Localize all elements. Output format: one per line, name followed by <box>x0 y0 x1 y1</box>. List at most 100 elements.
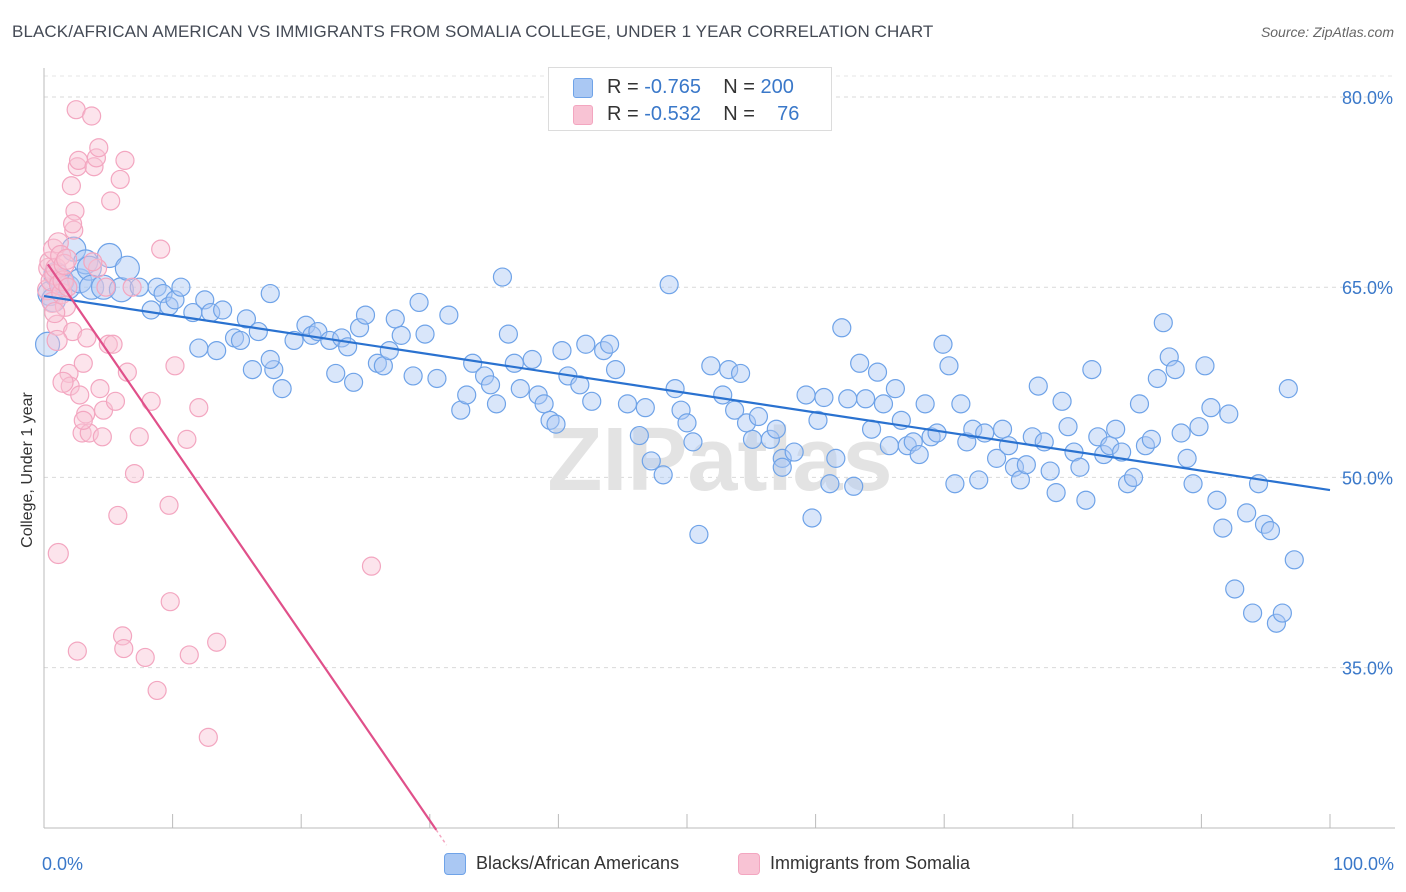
data-point <box>141 391 161 411</box>
data-point <box>1272 603 1292 623</box>
legend-n-value: 200 <box>760 76 794 98</box>
legend-swatch-blue <box>573 78 593 98</box>
data-point <box>1082 360 1102 380</box>
data-point <box>576 334 596 354</box>
data-point <box>504 353 524 373</box>
data-point <box>713 385 733 405</box>
data-point <box>463 353 483 373</box>
data-point <box>90 379 110 399</box>
data-point <box>951 394 971 414</box>
legend-r-value: -0.765 <box>644 76 701 98</box>
data-point <box>689 524 709 545</box>
data-point <box>546 414 566 434</box>
legend-r-label: R = <box>607 103 645 125</box>
data-point <box>1237 503 1257 523</box>
data-point <box>147 680 167 701</box>
data-point <box>58 277 78 297</box>
data-point <box>1183 474 1203 494</box>
legend-swatch-pink <box>573 105 593 125</box>
data-point <box>151 239 171 259</box>
data-point <box>77 328 97 348</box>
trend-line <box>43 294 1331 492</box>
data-point <box>510 379 530 399</box>
data-point <box>1278 379 1298 399</box>
data-point <box>677 413 697 433</box>
data-point <box>1207 490 1227 510</box>
data-point <box>52 371 74 393</box>
bottom-legend-label: Blacks/African Americans <box>476 853 680 873</box>
data-point <box>1284 550 1304 570</box>
data-point <box>62 321 83 342</box>
data-point <box>1046 483 1066 503</box>
correlation-legend: R = -0.765 N = 200 R = -0.532 N = 76 <box>548 67 832 131</box>
data-point <box>379 341 399 361</box>
data-point <box>457 385 477 405</box>
y-tick-label: 65.0% <box>1342 278 1393 298</box>
data-point <box>909 444 929 465</box>
data-point <box>629 425 649 446</box>
data-point <box>44 301 66 324</box>
data-point <box>814 387 834 408</box>
data-point <box>552 341 572 361</box>
data-point <box>1201 398 1221 418</box>
data-point <box>260 283 280 304</box>
data-point <box>1076 490 1096 510</box>
data-point <box>122 277 142 297</box>
data-point <box>56 248 78 270</box>
data-point <box>391 325 411 345</box>
data-point <box>1070 457 1090 477</box>
data-point <box>826 448 846 468</box>
data-point <box>64 220 84 240</box>
data-point <box>1058 417 1078 437</box>
data-point <box>730 363 751 384</box>
data-point <box>641 451 661 471</box>
data-point <box>927 423 947 443</box>
tick-labels: 80.0% 65.0% 50.0% 35.0% 0.0% 100.0% <box>42 88 1394 874</box>
data-point <box>534 394 554 414</box>
data-point <box>272 379 292 399</box>
chart-title: BLACK/AFRICAN AMERICAN VS IMMIGRANTS FRO… <box>12 22 934 41</box>
data-point <box>1028 376 1048 396</box>
data-point <box>1213 518 1233 538</box>
data-point <box>873 394 894 414</box>
data-point <box>361 556 382 576</box>
bottom-legend-swatch-blue <box>444 853 466 875</box>
data-point <box>820 474 840 494</box>
data-point <box>945 474 965 494</box>
data-point <box>653 465 673 485</box>
data-point <box>1129 394 1150 414</box>
data-point <box>124 463 145 484</box>
data-point <box>415 324 435 344</box>
data-point <box>230 330 251 351</box>
data-point <box>1016 455 1036 475</box>
data-point <box>195 290 215 310</box>
data-point <box>103 334 123 354</box>
data-point <box>1177 448 1197 468</box>
data-point <box>409 292 429 313</box>
data-point <box>772 457 792 477</box>
data-point <box>114 638 134 659</box>
data-point <box>844 476 864 496</box>
data-point <box>82 106 102 126</box>
data-point <box>141 300 161 320</box>
data-point <box>62 214 83 234</box>
data-point <box>171 277 191 297</box>
data-point <box>600 334 620 354</box>
data-point <box>856 389 876 409</box>
data-point <box>52 270 74 292</box>
data-point <box>1243 603 1263 623</box>
data-point <box>748 406 769 427</box>
data-point <box>582 391 602 411</box>
data-point <box>110 169 130 190</box>
data-point <box>264 360 284 380</box>
data-point <box>114 255 140 281</box>
data-point <box>108 505 128 526</box>
data-point <box>248 321 268 342</box>
data-point <box>683 432 703 452</box>
data-point <box>915 394 935 414</box>
data-point <box>617 394 638 414</box>
x-tick-label: 100.0% <box>1333 854 1394 874</box>
data-point <box>1147 368 1167 389</box>
data-point <box>1165 360 1185 380</box>
y-tick-label: 50.0% <box>1342 468 1393 488</box>
